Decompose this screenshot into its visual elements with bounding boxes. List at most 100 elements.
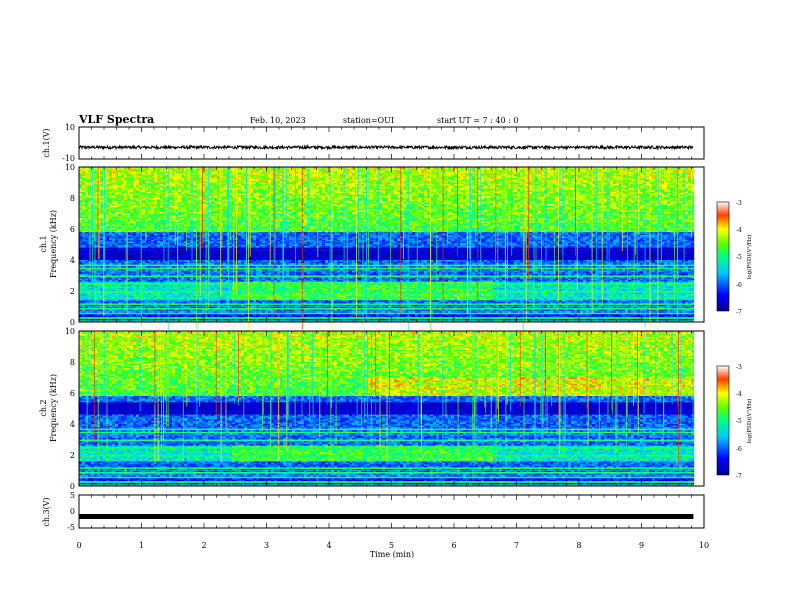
spectrogram-cell: [85, 229, 88, 231]
spectrogram-cell: [94, 240, 97, 242]
spectrogram-cell: [94, 255, 97, 257]
spectrogram-cell: [106, 302, 109, 304]
spectrogram-cell: [100, 187, 103, 189]
spectrogram-cell: [94, 229, 97, 231]
spectrogram-cell: [85, 251, 88, 253]
spectrogram-cell: [85, 235, 88, 237]
spectrogram-cell: [85, 319, 88, 321]
spectrogram-cell: [94, 227, 97, 229]
spectrogram-cell: [100, 226, 103, 228]
spectrogram-cell: [85, 254, 88, 256]
spectrogram-cell: [82, 221, 85, 223]
spectrogram-cell: [100, 176, 103, 178]
spectrogram-cell: [82, 313, 85, 315]
spectrogram-cell: [82, 204, 85, 206]
spectrogram-cell: [85, 201, 88, 203]
spectrogram-cell: [85, 285, 88, 287]
spectrogram-cell: [109, 195, 112, 197]
spectrogram-cell: [106, 311, 109, 313]
spectrogram-cell: [85, 195, 88, 197]
spectrogram-cell: [94, 235, 97, 237]
spectrogram-cell: [106, 193, 109, 195]
spectrogram-cell: [94, 300, 97, 302]
spectrogram-cell: [88, 289, 91, 291]
spectrogram-cell: [91, 288, 94, 290]
spectrogram-cell: [100, 195, 103, 197]
spectrogram-cell: [100, 314, 103, 316]
spectrogram-cell: [91, 308, 94, 310]
spectrogram-cell: [94, 260, 97, 262]
spectrogram-cell: [94, 308, 97, 310]
spectrogram-cell: [85, 280, 88, 282]
spectrogram-cell: [94, 217, 97, 219]
spectrogram-cell: [106, 300, 109, 302]
spectrogram-cell: [94, 173, 97, 175]
spectrogram-cell: [100, 175, 103, 177]
spectrogram-cell: [106, 291, 109, 293]
spectrogram-cell: [82, 241, 85, 243]
spectrogram-cell: [94, 210, 97, 212]
spectrogram-cell: [82, 245, 85, 247]
spectrogram-cell: [82, 186, 85, 188]
spectrogram-cell: [109, 184, 112, 186]
spectrogram-cell: [94, 258, 97, 260]
spectrogram-cell: [94, 302, 97, 304]
spectrogram-cell: [82, 187, 85, 189]
spectrogram-cell: [94, 172, 97, 174]
spectrogram-cell: [106, 314, 109, 316]
spectrogram-cell: [94, 263, 97, 265]
spectrogram-cell: [94, 291, 97, 293]
spectrogram-cell: [100, 265, 103, 267]
spectrogram-cell: [106, 169, 109, 171]
spectrogram-cell: [106, 214, 109, 216]
spectrogram-cell: [82, 227, 85, 229]
spectrogram-cell: [82, 258, 85, 260]
spectrogram-cell: [106, 200, 109, 202]
spectrogram-cell: [100, 266, 103, 268]
spectrogram-cell: [109, 186, 112, 188]
spectrogram-cell: [100, 218, 103, 220]
spectrogram-cell: [85, 246, 88, 248]
spectrogram-cell: [100, 258, 103, 260]
spectrogram-cell: [91, 283, 94, 285]
spectrogram-cell: [94, 201, 97, 203]
spectrogram-cell: [82, 201, 85, 203]
spectrogram-cell: [97, 268, 100, 270]
spectrogram-cell: [109, 206, 112, 208]
vlf-figure: VLF Spectra Feb. 10, 2023 station=OUI st…: [0, 0, 792, 612]
spectrogram-cell: [85, 258, 88, 260]
spectrogram-cell: [100, 291, 103, 293]
spectrogram-cell: [94, 169, 97, 171]
spectrogram-cell: [100, 224, 103, 226]
spectrogram-cell: [97, 285, 100, 287]
spectrogram-cell: [100, 262, 103, 264]
spectrogram-cell: [94, 184, 97, 186]
spectrogram-cell: [91, 314, 94, 316]
spectrogram-cell: [85, 198, 88, 200]
spectrogram-cell: [85, 203, 88, 205]
ch1-waveform-ticks: [79, 127, 704, 159]
spectrogram-cell: [94, 248, 97, 250]
spectrogram-cell: [82, 176, 85, 178]
spectrogram-cell: [82, 203, 85, 205]
spectrogram-cell: [106, 289, 109, 291]
spectrogram-cell: [94, 176, 97, 178]
spectrogram-cell: [82, 220, 85, 222]
ch1-waveform-trace: [79, 146, 693, 149]
spectrogram-cell: [88, 282, 91, 284]
spectrogram-cell: [94, 299, 97, 301]
spectrogram-cell: [100, 238, 103, 240]
spectrogram-cell: [82, 224, 85, 226]
spectrogram-cell: [85, 227, 88, 229]
spectrogram-cell: [82, 237, 85, 239]
spectrogram-cell: [82, 198, 85, 200]
spectrogram-cell: [100, 192, 103, 194]
spectrogram-cell: [82, 217, 85, 219]
spectrogram-cell: [82, 282, 85, 284]
spectrogram-cell: [85, 255, 88, 257]
spectrogram-cell: [100, 286, 103, 288]
spectrogram-cell: [106, 294, 109, 296]
spectrogram-cell: [88, 288, 91, 290]
spectrogram-cell: [106, 227, 109, 229]
spectrogram-cell: [85, 210, 88, 212]
